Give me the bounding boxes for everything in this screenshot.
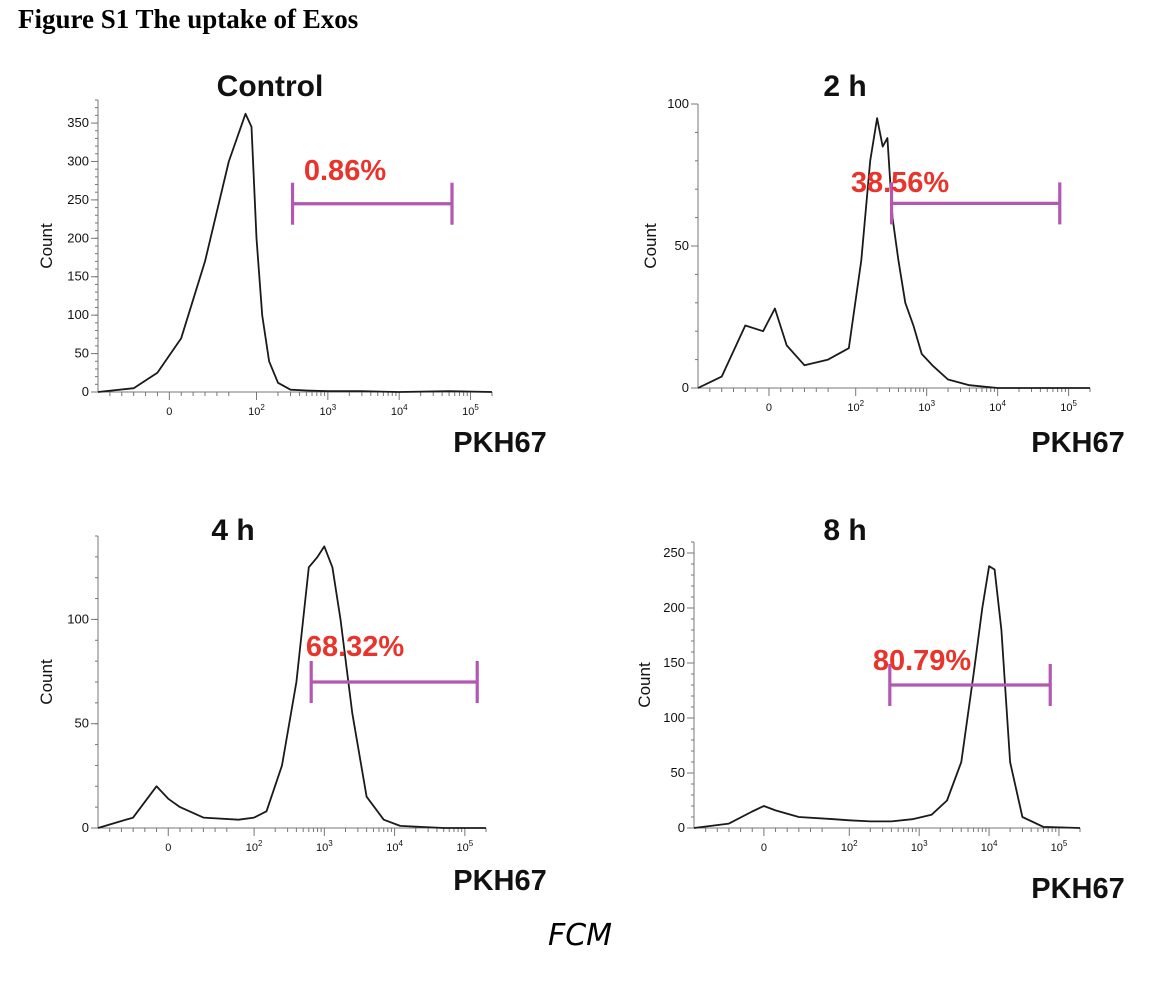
histogram-curve xyxy=(697,117,1090,389)
x-tick-label: 105 xyxy=(1060,399,1077,414)
y-axis-label: Count xyxy=(641,223,660,269)
y-tick-label: 200 xyxy=(663,600,685,615)
panel-title: 8 h xyxy=(823,514,866,547)
x-tick-label: 102 xyxy=(246,839,263,854)
y-tick-label: 300 xyxy=(67,153,89,168)
histogram-curve xyxy=(97,545,486,829)
y-tick-label: 100 xyxy=(663,710,685,725)
y-tick-label: 250 xyxy=(67,192,89,207)
x-tick-label: 104 xyxy=(989,399,1006,414)
y-tick-label: 100 xyxy=(667,96,689,111)
panel-title: 4 h xyxy=(211,514,254,547)
figure-title: Figure S1 The uptake of Exos xyxy=(18,4,359,34)
x-tick-label: 103 xyxy=(918,399,935,414)
gate-percentage-label: 80.79% xyxy=(873,645,972,677)
y-tick-label: 150 xyxy=(67,269,89,284)
y-tick-label: 50 xyxy=(75,346,89,361)
x-tick-label: 103 xyxy=(911,839,928,854)
x-tick-label: 104 xyxy=(981,839,998,854)
y-tick-label: 0 xyxy=(682,380,689,395)
y-tick-label: 200 xyxy=(67,230,89,245)
gate-percentage-label: 38.56% xyxy=(851,167,950,199)
x-tick-label: 0 xyxy=(766,402,772,414)
histogram-curve xyxy=(97,112,493,393)
x-tick-label: 104 xyxy=(386,839,403,854)
y-tick-label: 350 xyxy=(67,115,89,130)
x-tick-label: 102 xyxy=(847,399,864,414)
y-tick-label: 100 xyxy=(67,307,89,322)
x-tick-label: 0 xyxy=(761,842,767,854)
y-tick-label: 0 xyxy=(678,820,685,835)
histogram-panel-4: 8 h 0 50 100 150 200 250 0 102 103 104 105 Count PKH6… xyxy=(635,514,1125,905)
x-axis-label: PKH67 xyxy=(1031,873,1125,905)
x-axis-label: PKH67 xyxy=(453,427,547,459)
x-axis-label: PKH67 xyxy=(1031,427,1125,459)
x-tick-label: 102 xyxy=(248,403,265,418)
panel-title: Control xyxy=(217,70,324,103)
y-tick-label: 250 xyxy=(663,545,685,560)
y-tick-label: 50 xyxy=(675,238,689,253)
y-axis-label: Count xyxy=(635,662,654,708)
gate-percentage-label: 68.32% xyxy=(306,631,405,663)
x-tick-label: 103 xyxy=(316,839,333,854)
y-tick-label: 150 xyxy=(663,655,685,670)
figure-caption: FCM xyxy=(547,918,613,953)
y-tick-label: 0 xyxy=(82,384,89,399)
y-axis-label: Count xyxy=(37,223,56,269)
histogram-panel-2: 2 h 0 50 100 0 102 103 104 105 Count PKH67 38.56% xyxy=(641,70,1125,459)
y-tick-label: 50 xyxy=(75,716,89,731)
histogram-panel-3: 4 h 0 50 100 0 102 103 104 105 Count PKH67 68.32% xyxy=(37,514,547,897)
y-axis-label: Count xyxy=(37,659,56,705)
y-tick-label: 50 xyxy=(671,765,685,780)
gate-percentage-label: 0.86% xyxy=(304,155,386,187)
x-tick-label: 0 xyxy=(165,842,171,854)
x-tick-label: 105 xyxy=(1051,839,1068,854)
x-axis-label: PKH67 xyxy=(453,865,547,897)
histogram-curve xyxy=(693,565,1081,829)
x-tick-label: 105 xyxy=(457,839,474,854)
x-tick-label: 0 xyxy=(166,406,172,418)
y-tick-label: 0 xyxy=(82,820,89,835)
x-tick-label: 104 xyxy=(391,403,408,418)
x-tick-label: 103 xyxy=(319,403,336,418)
x-tick-label: 105 xyxy=(462,403,479,418)
histogram-panel-1: Control 0 50 100 150 200 250 300 350 0 102 103 104 10… xyxy=(37,70,547,459)
panel-title: 2 h xyxy=(823,70,866,103)
y-tick-label: 100 xyxy=(67,611,89,626)
x-tick-label: 102 xyxy=(841,839,858,854)
